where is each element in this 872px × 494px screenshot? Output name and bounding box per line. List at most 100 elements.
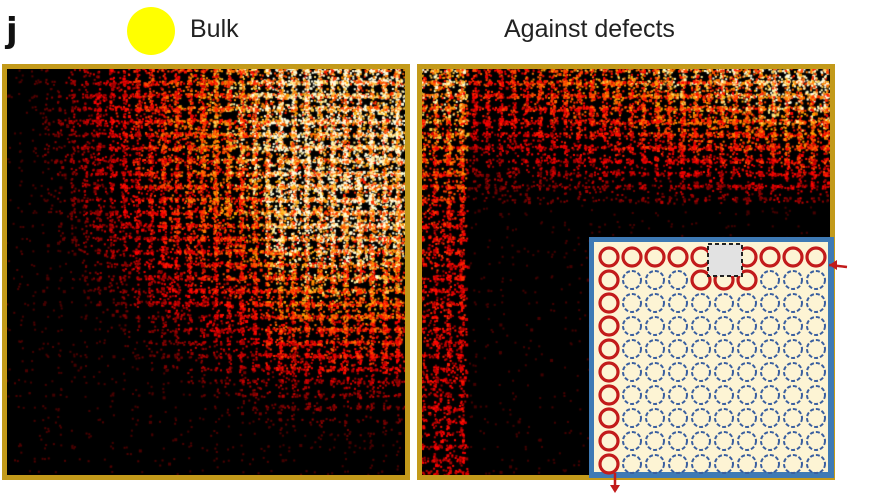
- bulk-intensity-map: [2, 64, 410, 480]
- lattice-ring: [760, 339, 780, 359]
- lattice-ring: [737, 316, 757, 336]
- lattice-ring: [622, 454, 642, 474]
- lattice-ring: [668, 362, 688, 382]
- lattice-ring: [691, 293, 711, 313]
- lattice-ring: [668, 408, 688, 428]
- lattice-ring: [645, 316, 665, 336]
- lattice-ring: [783, 385, 803, 405]
- lattice-ring: [806, 431, 826, 451]
- lattice-ring: [598, 338, 620, 360]
- lattice-ring: [806, 270, 826, 290]
- lattice-ring: [737, 362, 757, 382]
- lattice-ring: [668, 293, 688, 313]
- lattice-ring: [691, 454, 711, 474]
- lattice-ring: [714, 316, 734, 336]
- lattice-ring: [806, 408, 826, 428]
- lattice-ring: [598, 430, 620, 452]
- lattice-ring: [690, 269, 712, 291]
- lattice-ring: [622, 270, 642, 290]
- lattice-ring: [691, 316, 711, 336]
- lattice-ring: [645, 385, 665, 405]
- lattice-ring: [806, 339, 826, 359]
- lattice-schematic-inset: [589, 237, 848, 493]
- lattice-ring: [737, 385, 757, 405]
- lattice-ring: [783, 293, 803, 313]
- lattice-ring: [691, 362, 711, 382]
- lattice-ring: [598, 246, 620, 268]
- lattice-ring: [760, 385, 780, 405]
- lattice-ring: [806, 362, 826, 382]
- lattice-ring: [805, 246, 827, 268]
- lattice-ring: [622, 431, 642, 451]
- lattice-ring: [668, 316, 688, 336]
- bulk-legend-label: Bulk: [190, 15, 239, 43]
- lattice-ring: [691, 431, 711, 451]
- lattice-ring: [668, 385, 688, 405]
- lattice-ring: [737, 408, 757, 428]
- lattice-ring: [737, 293, 757, 313]
- lattice-ring: [645, 293, 665, 313]
- lattice-ring: [691, 408, 711, 428]
- bulk-intensity-image: [7, 69, 405, 475]
- defects-title: Against defects: [504, 15, 675, 43]
- lattice-ring: [760, 270, 780, 290]
- lattice-ring: [806, 454, 826, 474]
- lattice-ring: [714, 362, 734, 382]
- lattice-ring: [645, 408, 665, 428]
- output-arrow-head: [610, 485, 620, 493]
- lattice-ring: [737, 431, 757, 451]
- lattice-ring: [645, 431, 665, 451]
- lattice-ring: [644, 246, 666, 268]
- lattice-ring: [737, 339, 757, 359]
- lattice-ring: [668, 431, 688, 451]
- lattice-ring: [645, 362, 665, 382]
- lattice-ring: [714, 339, 734, 359]
- lattice-ring: [622, 316, 642, 336]
- lattice-ring: [760, 431, 780, 451]
- lattice-ring: [714, 293, 734, 313]
- lattice-ring: [760, 316, 780, 336]
- lattice-ring: [598, 315, 620, 337]
- lattice-ring: [714, 385, 734, 405]
- defect-cell: [707, 243, 743, 277]
- lattice-ring: [783, 431, 803, 451]
- lattice-ring: [782, 246, 804, 268]
- lattice-ring: [806, 293, 826, 313]
- lattice-ring: [714, 408, 734, 428]
- lattice-ring: [760, 454, 780, 474]
- lattice-ring: [598, 361, 620, 383]
- lattice-ring: [783, 316, 803, 336]
- lattice-ring: [714, 431, 734, 451]
- lattice-ring: [645, 454, 665, 474]
- lattice-ring: [598, 407, 620, 429]
- lattice-ring: [760, 408, 780, 428]
- lattice-ring: [645, 270, 665, 290]
- lattice-ring: [598, 384, 620, 406]
- lattice-ring: [622, 362, 642, 382]
- lattice-ring: [783, 339, 803, 359]
- lattice-ring: [622, 293, 642, 313]
- lattice-ring: [736, 269, 758, 291]
- lattice-ring: [598, 292, 620, 314]
- lattice-ring: [783, 362, 803, 382]
- lattice-ring: [668, 270, 688, 290]
- lattice-ring: [621, 246, 643, 268]
- lattice-ring: [806, 385, 826, 405]
- lattice-ring: [691, 385, 711, 405]
- lattice-ring: [783, 408, 803, 428]
- lattice-ring: [598, 269, 620, 291]
- lattice-ring: [622, 408, 642, 428]
- lattice-ring: [806, 316, 826, 336]
- panel-letter: j: [6, 11, 18, 51]
- lattice-ring: [759, 246, 781, 268]
- lattice-ring: [667, 246, 689, 268]
- lattice-ring: [691, 339, 711, 359]
- lattice-ring: [622, 339, 642, 359]
- lattice-ring: [622, 385, 642, 405]
- lattice-ring: [760, 362, 780, 382]
- input-arrow-head: [829, 260, 837, 270]
- lattice-ring: [598, 453, 620, 475]
- lattice-ring: [668, 339, 688, 359]
- lattice-ring: [783, 270, 803, 290]
- lattice-ring: [783, 454, 803, 474]
